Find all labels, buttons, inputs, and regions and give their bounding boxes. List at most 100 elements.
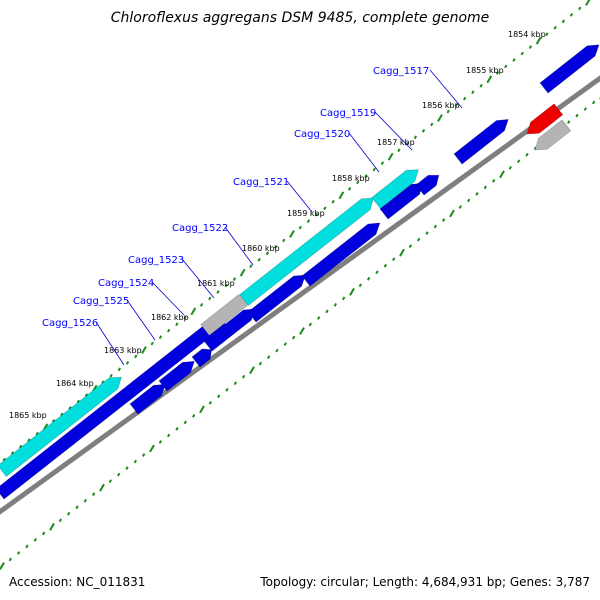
cds-feature xyxy=(203,308,256,352)
major-tick xyxy=(99,483,105,492)
gene-label[interactable]: Cagg_1526 xyxy=(42,318,98,329)
minor-tick xyxy=(408,244,412,249)
minor-tick xyxy=(225,387,229,392)
major-tick xyxy=(239,268,246,277)
minor-tick xyxy=(512,58,516,62)
cds-feature xyxy=(239,197,375,306)
cds-feature xyxy=(0,314,229,500)
minor-tick xyxy=(265,251,269,256)
accession-text: Accession: NC_011831 xyxy=(9,575,145,589)
minor-tick xyxy=(298,225,302,230)
minor-tick xyxy=(347,187,352,191)
major-tick xyxy=(499,170,505,179)
minor-tick xyxy=(216,290,220,294)
minor-tick xyxy=(561,19,565,24)
minor-tick xyxy=(257,257,261,262)
kbp-label: 1862 kbp xyxy=(151,313,189,322)
minor-tick xyxy=(375,270,379,275)
minor-tick xyxy=(109,373,113,378)
gene-label[interactable]: Cagg_1519 xyxy=(320,108,376,119)
cds-feature xyxy=(247,274,306,323)
cds-feature xyxy=(0,376,122,477)
minor-tick xyxy=(192,413,196,418)
major-tick xyxy=(199,405,205,414)
kbp-label: 1860 kbp xyxy=(242,244,280,253)
minor-tick xyxy=(17,551,21,555)
minor-tick xyxy=(433,224,437,229)
minor-tick xyxy=(60,412,64,417)
inner-tick-track xyxy=(0,97,600,570)
minor-tick xyxy=(413,135,417,140)
minor-tick xyxy=(583,107,587,111)
minor-tick xyxy=(425,231,429,235)
minor-tick xyxy=(323,206,327,211)
minor-tick xyxy=(446,109,450,114)
gene-label[interactable]: Cagg_1524 xyxy=(98,278,154,289)
kbp-label: 1863 kbp xyxy=(104,346,142,355)
minor-tick xyxy=(92,492,96,497)
minor-tick xyxy=(2,457,6,462)
minor-tick xyxy=(33,538,37,542)
gene-label[interactable]: Cagg_1517 xyxy=(373,66,429,77)
cds-feature xyxy=(379,182,424,220)
minor-tick xyxy=(58,518,62,523)
kbp-label: 1857 kbp xyxy=(377,138,415,147)
reverse-cds-feature xyxy=(526,103,564,135)
minor-tick xyxy=(242,374,246,379)
gene-label[interactable]: Cagg_1522 xyxy=(172,223,228,234)
minor-tick xyxy=(545,32,549,37)
major-tick xyxy=(338,191,345,200)
kbp-label: 1859 kbp xyxy=(287,209,325,218)
minor-tick xyxy=(492,178,496,183)
minor-tick xyxy=(175,322,179,327)
minor-tick xyxy=(19,444,23,449)
major-tick xyxy=(49,522,55,531)
minor-tick xyxy=(232,277,237,281)
kbp-label: 1858 kbp xyxy=(332,174,370,183)
major-tick xyxy=(149,444,155,453)
minor-tick xyxy=(442,218,446,222)
gene-label[interactable]: Cagg_1520 xyxy=(294,129,350,140)
minor-tick xyxy=(358,283,362,288)
minor-tick xyxy=(392,257,396,262)
kbp-label: 1854 kbp xyxy=(508,30,546,39)
minor-tick xyxy=(258,361,262,366)
major-tick xyxy=(437,114,443,122)
major-tick xyxy=(535,36,542,45)
gene-leader-line xyxy=(224,226,254,266)
minor-tick xyxy=(208,400,212,405)
minor-tick xyxy=(430,122,434,127)
cds-feature xyxy=(301,222,381,287)
minor-tick xyxy=(133,459,137,464)
major-tick xyxy=(190,307,197,316)
minor-tick xyxy=(520,51,524,56)
minor-tick xyxy=(199,303,204,307)
minor-tick xyxy=(150,341,154,346)
minor-tick xyxy=(504,64,508,69)
minor-tick xyxy=(101,380,105,385)
minor-tick xyxy=(183,420,187,425)
minor-tick xyxy=(42,531,46,536)
minor-tick xyxy=(267,355,271,359)
minor-tick xyxy=(158,335,163,339)
minor-tick xyxy=(397,148,401,153)
minor-tick xyxy=(249,264,253,269)
major-tick xyxy=(141,346,147,354)
minor-tick xyxy=(569,13,574,17)
gene-leader-line xyxy=(126,299,156,341)
kbp-label: 1864 kbp xyxy=(56,379,94,388)
gene-label[interactable]: Cagg_1521 xyxy=(233,177,289,188)
gene-leader-line xyxy=(181,258,215,299)
major-tick xyxy=(585,0,591,6)
minor-tick xyxy=(76,399,80,404)
gene-leader-line xyxy=(151,281,185,316)
minor-tick xyxy=(467,198,471,203)
gene-label[interactable]: Cagg_1525 xyxy=(73,296,129,307)
minor-tick xyxy=(158,440,162,444)
minor-tick xyxy=(142,453,146,457)
minor-tick xyxy=(282,238,286,243)
gene-label[interactable]: Cagg_1523 xyxy=(128,255,184,266)
minor-tick xyxy=(27,438,31,443)
cds-feature xyxy=(371,169,419,209)
major-tick xyxy=(0,562,5,570)
